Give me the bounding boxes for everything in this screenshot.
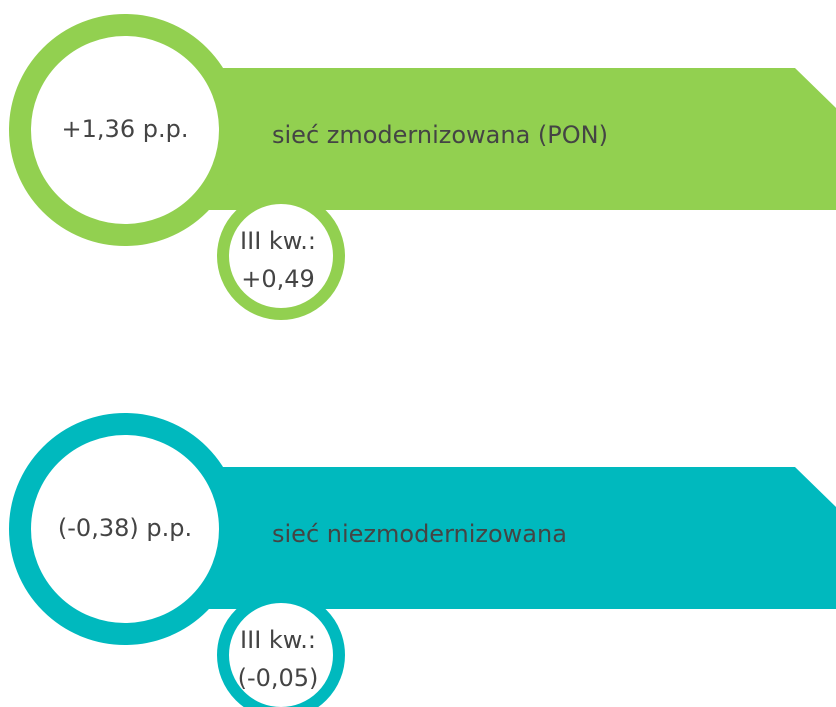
- main-value: +1,36 p.p.: [62, 115, 189, 143]
- quarter-value: +0,49: [241, 265, 315, 293]
- main-circle: [9, 14, 241, 246]
- main-circle: [9, 413, 241, 645]
- banner-label: sieć niezmodernizowana: [272, 520, 567, 548]
- quarter-value: (-0,05): [238, 664, 319, 692]
- main-value: (-0,38) p.p.: [58, 514, 192, 542]
- sub-circle: [217, 591, 345, 707]
- quarter-label: III kw.:: [240, 227, 316, 255]
- banner-label: sieć zmodernizowana (PON): [272, 121, 608, 149]
- banner: [190, 68, 836, 210]
- sub-circle: [217, 192, 345, 320]
- banner: [190, 467, 836, 609]
- quarter-label: III kw.:: [240, 626, 316, 654]
